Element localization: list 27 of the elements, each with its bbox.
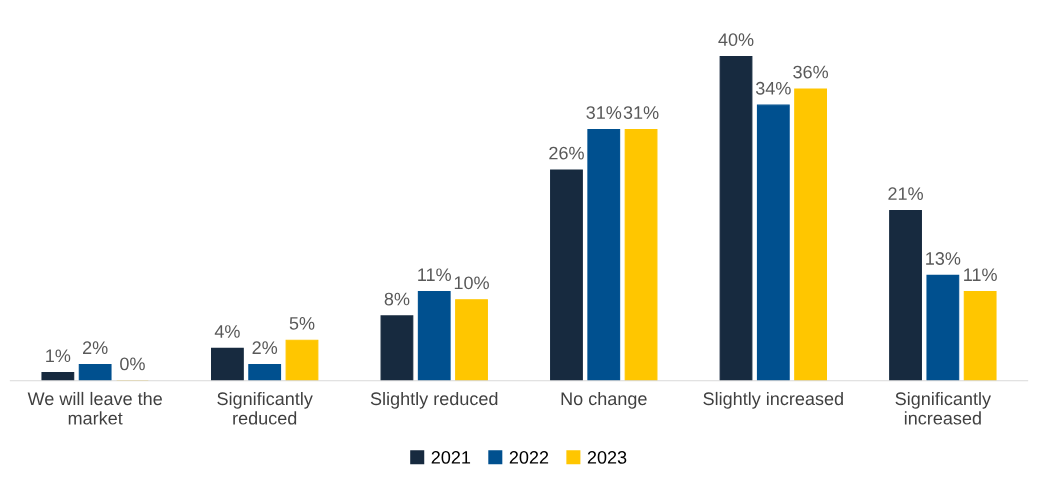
data-label: 31% xyxy=(623,106,659,119)
data-label: 10% xyxy=(454,276,489,290)
legend-label: 2023 xyxy=(587,451,627,464)
data-label: 31% xyxy=(586,106,622,119)
data-label: 36% xyxy=(793,65,829,79)
data-label: 21% xyxy=(888,187,923,200)
x-tick-label: Significantly increased xyxy=(895,391,991,425)
x-tick-label: Slightly increased xyxy=(703,391,843,409)
legend-label: 2022 xyxy=(509,451,549,464)
data-label: 13% xyxy=(926,252,961,265)
data-label: 4% xyxy=(214,325,240,338)
data-label: 40% xyxy=(718,33,754,47)
data-label: 2% xyxy=(83,341,108,354)
x-tick-label: Significantly reduced xyxy=(217,391,313,425)
data-label: 1% xyxy=(46,349,71,363)
data-label: 8% xyxy=(384,292,410,306)
data-label: 11% xyxy=(964,268,997,282)
legend-label: 2021 xyxy=(431,451,471,464)
data-label: 5% xyxy=(289,317,315,330)
data-label: 11% xyxy=(418,268,451,282)
data-label: 0% xyxy=(120,357,145,371)
data-label: 34% xyxy=(755,81,791,95)
data-label: 2% xyxy=(252,341,278,354)
x-tick-label: We will leave the market xyxy=(27,391,162,425)
data-label: 26% xyxy=(549,146,584,160)
x-tick-label: Slightly reduced xyxy=(370,391,498,409)
x-tick-label: No change xyxy=(561,391,647,409)
